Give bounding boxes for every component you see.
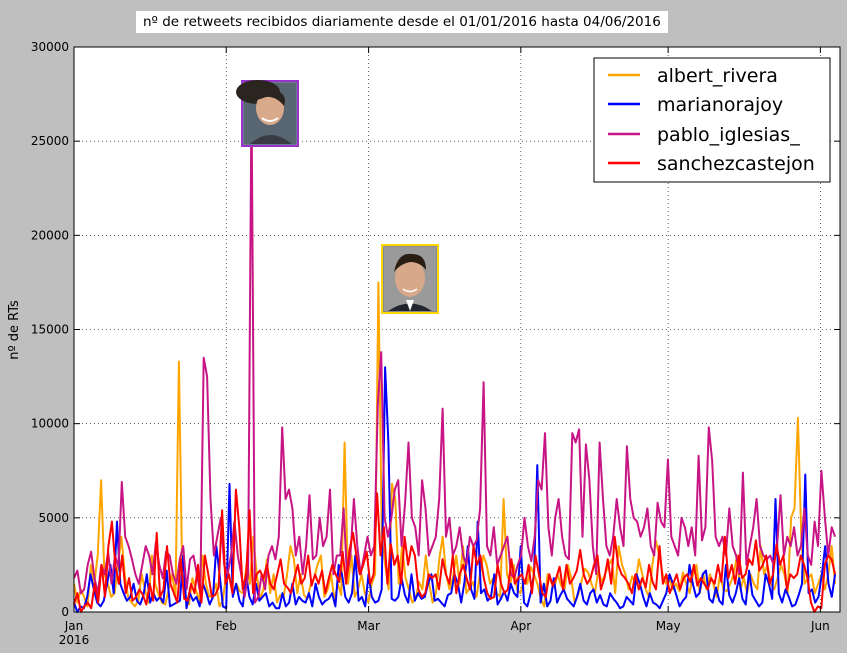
x-tick-label: Jan	[64, 619, 84, 633]
chart-title: nº de retweets recibidos diariamente des…	[136, 11, 668, 33]
y-tick-label: 20000	[31, 228, 69, 242]
x-tick-label: Mar	[357, 619, 380, 633]
legend-box	[593, 57, 831, 183]
y-tick-label: 15000	[31, 323, 69, 337]
x-tick-label: Apr	[510, 619, 531, 633]
legend-label-sanchezcastejon: sanchezcastejon	[657, 153, 815, 175]
series-layer	[73, 95, 837, 613]
series-line-pablo_iglesias_	[73, 95, 837, 604]
ticks-layer	[73, 46, 840, 613]
series-line-sanchezcastejon	[73, 488, 837, 613]
albert-rivera-portrait-icon	[381, 244, 439, 314]
y-tick-label: 5000	[38, 511, 69, 525]
x-tick-label: Feb	[216, 619, 237, 633]
y-tick-label: 25000	[31, 134, 69, 148]
y-tick-label: 10000	[31, 417, 69, 431]
legend-label-marianorajoy: marianorajoy	[657, 94, 783, 116]
y-tick-label: 0	[61, 605, 69, 619]
x-tick-label: Jun	[810, 619, 830, 633]
y-axis-labels: 0 5000 10000 15000 20000 25000 30000	[31, 40, 69, 619]
legend-label-albert_rivera: albert_rivera	[657, 65, 778, 87]
legend: albert_rivera marianorajoy pablo_iglesia…	[593, 57, 831, 183]
legend-label-pablo_iglesias_: pablo_iglesias_	[657, 124, 800, 146]
pablo-iglesias-portrait-icon	[236, 80, 299, 147]
y-tick-label: 30000	[31, 40, 69, 54]
x-tick-label: May	[656, 619, 681, 633]
y-axis-title: nº de RTs	[7, 300, 22, 360]
x-tick-sublabel: 2016	[59, 633, 90, 647]
